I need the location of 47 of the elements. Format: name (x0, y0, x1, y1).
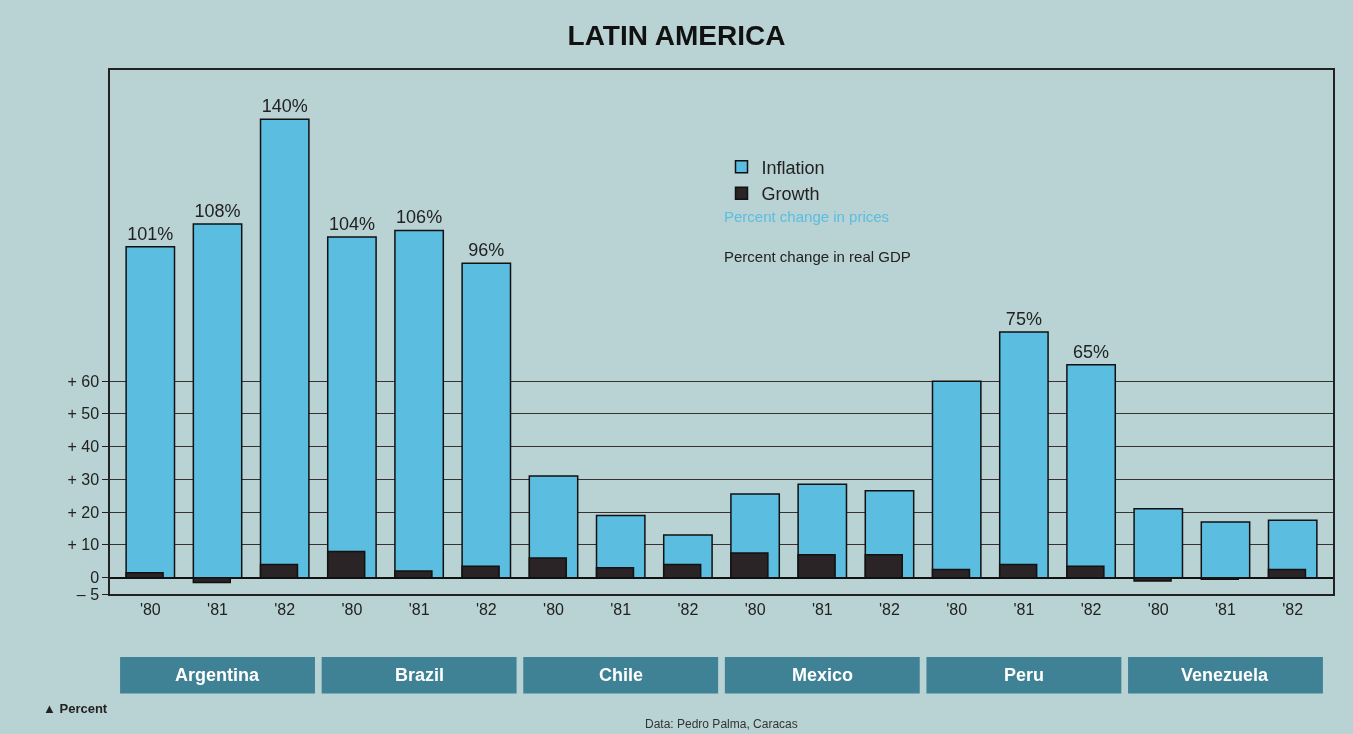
data-label: 108% (194, 200, 241, 221)
x-tick-label: '80 (341, 600, 363, 618)
legend-label: Growth (761, 184, 820, 205)
y-tick-label: + 20 (67, 503, 100, 521)
x-tick-label: '81 (610, 600, 632, 618)
y-tick-label: + 60 (67, 372, 100, 390)
chart-title: LATIN AMERICA (567, 20, 786, 52)
x-tick-label: '80 (744, 600, 766, 618)
text: Argentina (175, 665, 260, 685)
data-label: 101% (127, 223, 174, 244)
annotation: Percent change in prices (724, 208, 890, 225)
x-tick-label: '80 (946, 600, 968, 618)
text: Peru (1004, 665, 1045, 685)
x-tick-label: '82 (1080, 600, 1102, 618)
annotation: Percent change in real GDP (724, 248, 911, 265)
x-tick-label: '82 (677, 600, 699, 618)
x-tick-label: '80 (543, 600, 565, 618)
x-tick-label: '81 (1215, 600, 1236, 618)
text: Mexico (792, 665, 854, 685)
y-tick-label: – 5 (76, 585, 100, 603)
x-tick-label: '82 (475, 600, 497, 618)
x-tick-label: '82 (879, 600, 901, 618)
data-label: 140% (261, 96, 308, 117)
x-tick-label: '80 (139, 600, 161, 618)
y-tick-label: 0 (90, 569, 100, 587)
data-label: 106% (396, 207, 443, 228)
x-tick-label: '81 (207, 600, 229, 618)
data-label: 104% (328, 214, 375, 235)
text: Data: Pedro Palma, Caracas (645, 717, 798, 731)
text: ▲ Percent (43, 701, 108, 716)
x-tick-label: '81 (811, 600, 833, 618)
x-tick-label: '80 (1147, 600, 1169, 618)
legend-label: Inflation (761, 157, 825, 178)
y-tick-label: + 10 (67, 536, 100, 554)
text: Venezuela (1181, 665, 1270, 685)
x-tick-label: '82 (274, 600, 296, 618)
x-tick-label: '82 (1282, 600, 1304, 618)
y-tick-label: + 50 (67, 405, 100, 423)
data-label: 75% (1005, 309, 1042, 329)
x-tick-label: '81 (1013, 600, 1035, 618)
y-tick-label: + 40 (67, 438, 100, 456)
text: Brazil (395, 665, 445, 685)
text: Chile (599, 665, 644, 685)
data-label: 96% (468, 240, 505, 261)
data-label: 65% (1073, 341, 1110, 362)
y-tick-label: + 30 (67, 470, 100, 488)
x-tick-label: '81 (408, 600, 430, 618)
